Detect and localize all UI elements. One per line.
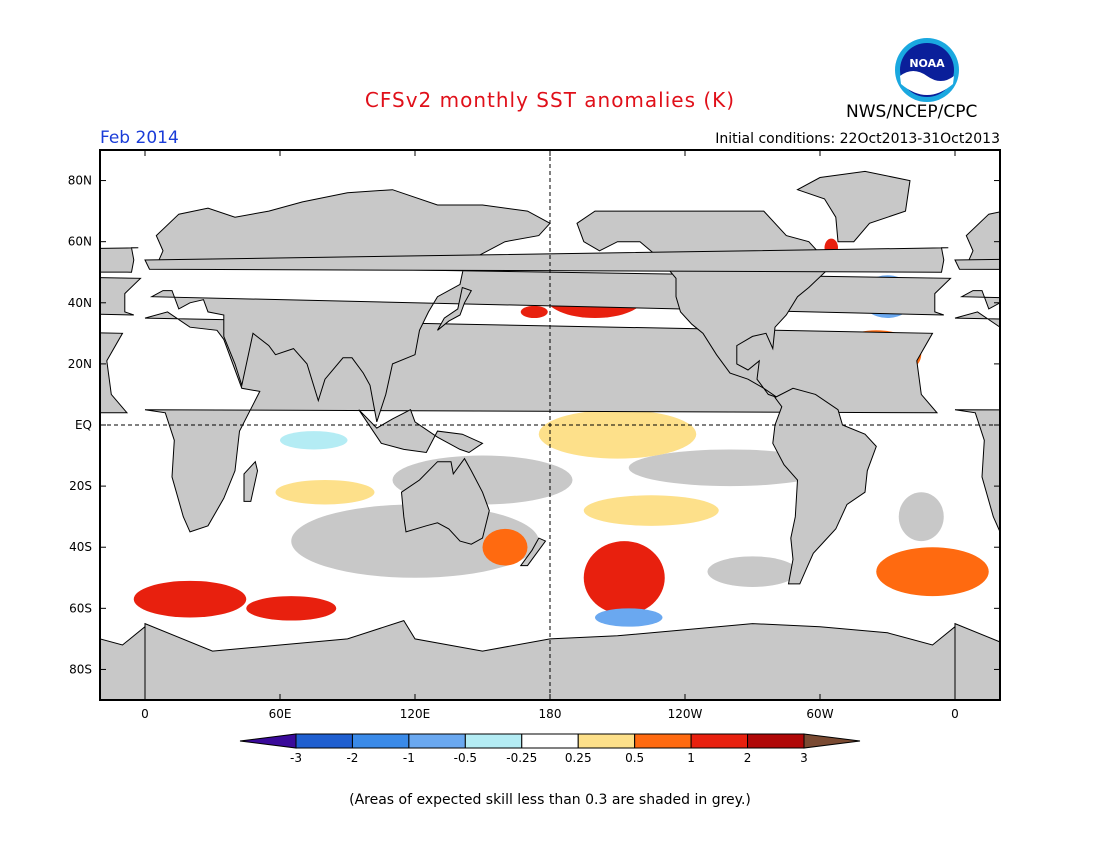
anomaly-ross-sea-cool xyxy=(595,608,663,627)
colorbar-swatch xyxy=(577,733,636,749)
chart-title: CFSv2 monthly SST anomalies (K) xyxy=(364,88,736,112)
lat-label: EQ xyxy=(75,418,92,432)
colorbar-swatch xyxy=(295,733,353,749)
lon-label: 180 xyxy=(539,707,562,721)
colorbar-swatch xyxy=(747,733,805,749)
land-madagascar xyxy=(243,460,259,502)
anomaly-eq-indian-cool xyxy=(280,431,348,450)
latitude-labels: 80N 60N 40N 20N EQ 20S 40S 60S 80S xyxy=(68,174,1000,676)
anomaly-indian-yellow xyxy=(275,480,375,505)
land-masses xyxy=(0,170,1068,700)
lon-label: 60W xyxy=(806,707,833,721)
land-new-zealand xyxy=(519,537,547,567)
lon-label: 120W xyxy=(668,707,703,721)
land-south-america xyxy=(0,388,66,584)
land-africa xyxy=(954,311,1000,533)
land-eurasia xyxy=(100,277,142,316)
lat-label: 20N xyxy=(68,357,92,371)
lat-label: 60S xyxy=(69,601,92,615)
anomaly-tasman-warm xyxy=(482,528,528,566)
lon-label: 0 xyxy=(141,707,149,721)
colorbar-label: 2 xyxy=(744,751,752,765)
anomaly-south-pacific-core xyxy=(613,577,645,597)
land-eurasia xyxy=(149,189,952,423)
lat-label: 40S xyxy=(69,540,92,554)
organization-label: NWS/NCEP/CPC xyxy=(846,102,978,122)
colorbar-label: -3 xyxy=(290,751,302,765)
colorbar-label: 1 xyxy=(687,751,695,765)
colorbar-label: -0.5 xyxy=(454,751,477,765)
colorbar-swatch xyxy=(351,733,410,749)
land-australia xyxy=(400,457,490,545)
longitude-labels: 0 60E 120E 180 120W 60W 0 xyxy=(141,150,959,721)
colorbar-swatch xyxy=(464,733,523,749)
anomaly-south-pacific-yellow xyxy=(583,495,719,526)
anomaly-southern-ocean-east xyxy=(133,580,247,618)
skill-mask-5 xyxy=(707,556,798,587)
lon-label: 120E xyxy=(400,707,431,721)
land-uk xyxy=(100,247,139,273)
forecast-month: Feb 2014 xyxy=(100,128,179,148)
land-uk xyxy=(954,258,1000,270)
logo-text: NOAA xyxy=(909,57,945,70)
anomaly-kuroshio-warm xyxy=(520,305,548,319)
land-indonesia xyxy=(358,408,484,454)
colorbar-swatch xyxy=(408,733,466,749)
colorbar-label: 0.5 xyxy=(625,751,644,765)
anomaly-south-pacific-warm xyxy=(583,541,665,615)
land-antarctica xyxy=(954,622,1000,700)
colorbar-label: -0.25 xyxy=(506,751,537,765)
lon-label: 60E xyxy=(269,707,292,721)
colorbar-swatch xyxy=(634,733,692,749)
colorbar-label: 3 xyxy=(800,751,808,765)
colorbar-label: 0.25 xyxy=(565,751,592,765)
land-madagascar xyxy=(1054,462,1068,502)
colorbar: -3 -2 -1 -0.5 -0.25 0.25 0.5 1 2 3 xyxy=(239,733,861,765)
lat-label: 80N xyxy=(68,174,92,188)
noaa-logo-icon: NOAA xyxy=(895,38,959,102)
anomaly-southern-indian-warm xyxy=(246,596,337,621)
lon-label: 0 xyxy=(951,707,959,721)
colorbar-swatch xyxy=(690,733,749,749)
land-north-america xyxy=(0,211,21,397)
colorbar-swatch xyxy=(521,733,579,749)
anomaly-eq-pacific-warm xyxy=(538,409,697,459)
land-greenland xyxy=(796,170,911,243)
land-japan xyxy=(437,286,473,331)
lat-label: 20S xyxy=(69,479,92,493)
initial-conditions: Initial conditions: 22Oct2013-31Oct2013 xyxy=(715,131,1000,147)
lat-label: 60N xyxy=(68,235,92,249)
anomaly-south-atlantic-warm xyxy=(876,547,989,597)
skill-footnote: (Areas of expected skill less than 0.3 a… xyxy=(349,792,751,808)
land-uk xyxy=(144,247,949,273)
lat-label: 40N xyxy=(68,296,92,310)
colorbar-label: -2 xyxy=(346,751,358,765)
skill-mask-4 xyxy=(898,492,944,542)
map-plot-area xyxy=(0,150,1068,700)
colorbar-low-arrow xyxy=(239,733,297,749)
colorbar-label: -1 xyxy=(403,751,415,765)
lat-label: 80S xyxy=(69,662,92,676)
grid-lines xyxy=(100,150,1000,700)
colorbar-high-arrow xyxy=(803,733,861,749)
land-africa xyxy=(100,332,129,414)
